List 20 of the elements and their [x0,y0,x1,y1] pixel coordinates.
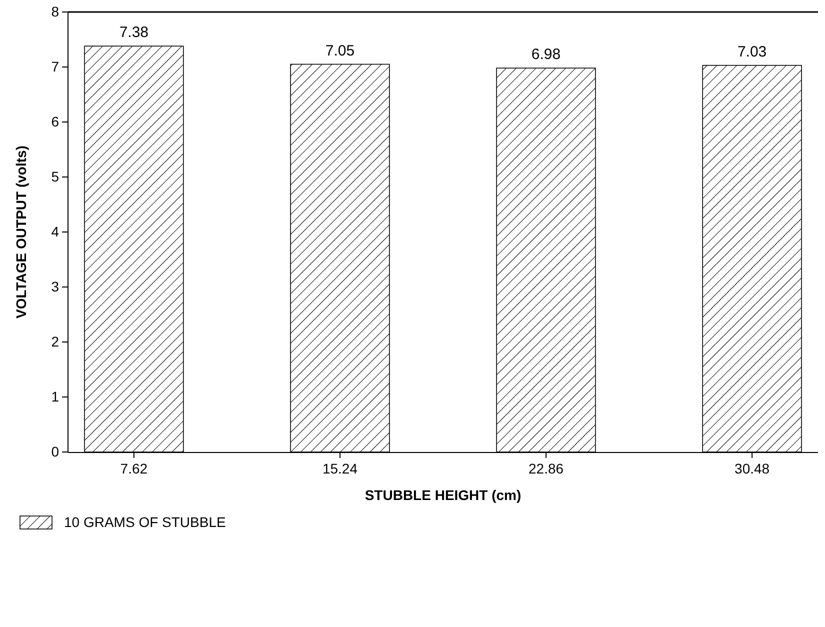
data-label: 7.38 [119,24,149,42]
data-label: 7.05 [325,42,355,60]
y-axis-title: VOLTAGE OUTPUT (volts) [13,146,29,318]
y-tick-label: 7 [51,58,60,74]
y-tick-label: 3 [51,278,60,294]
data-label: 7.03 [737,43,767,60]
x-axis-title: STUBBLE HEIGHT (cm) [364,487,522,503]
x-tick-label: 30.48 [734,460,770,477]
y-tick-label: 0 [51,443,60,460]
y-tick-label: 6 [51,113,60,130]
y-tick-label: 4 [51,223,60,240]
y-tick-label: 2 [51,333,60,350]
y-tick-label: 1 [51,388,60,404]
y-tick-label: 8 [51,3,60,20]
y-tick-label: 5 [51,168,60,184]
legend-label: 10 GRAMS OF STUBBLE [64,514,226,530]
x-tick-label: 15.24 [322,460,358,477]
x-tick-label: 22.86 [528,460,564,477]
x-tick-label: 7.62 [120,460,148,477]
data-label: 6.98 [531,46,561,64]
